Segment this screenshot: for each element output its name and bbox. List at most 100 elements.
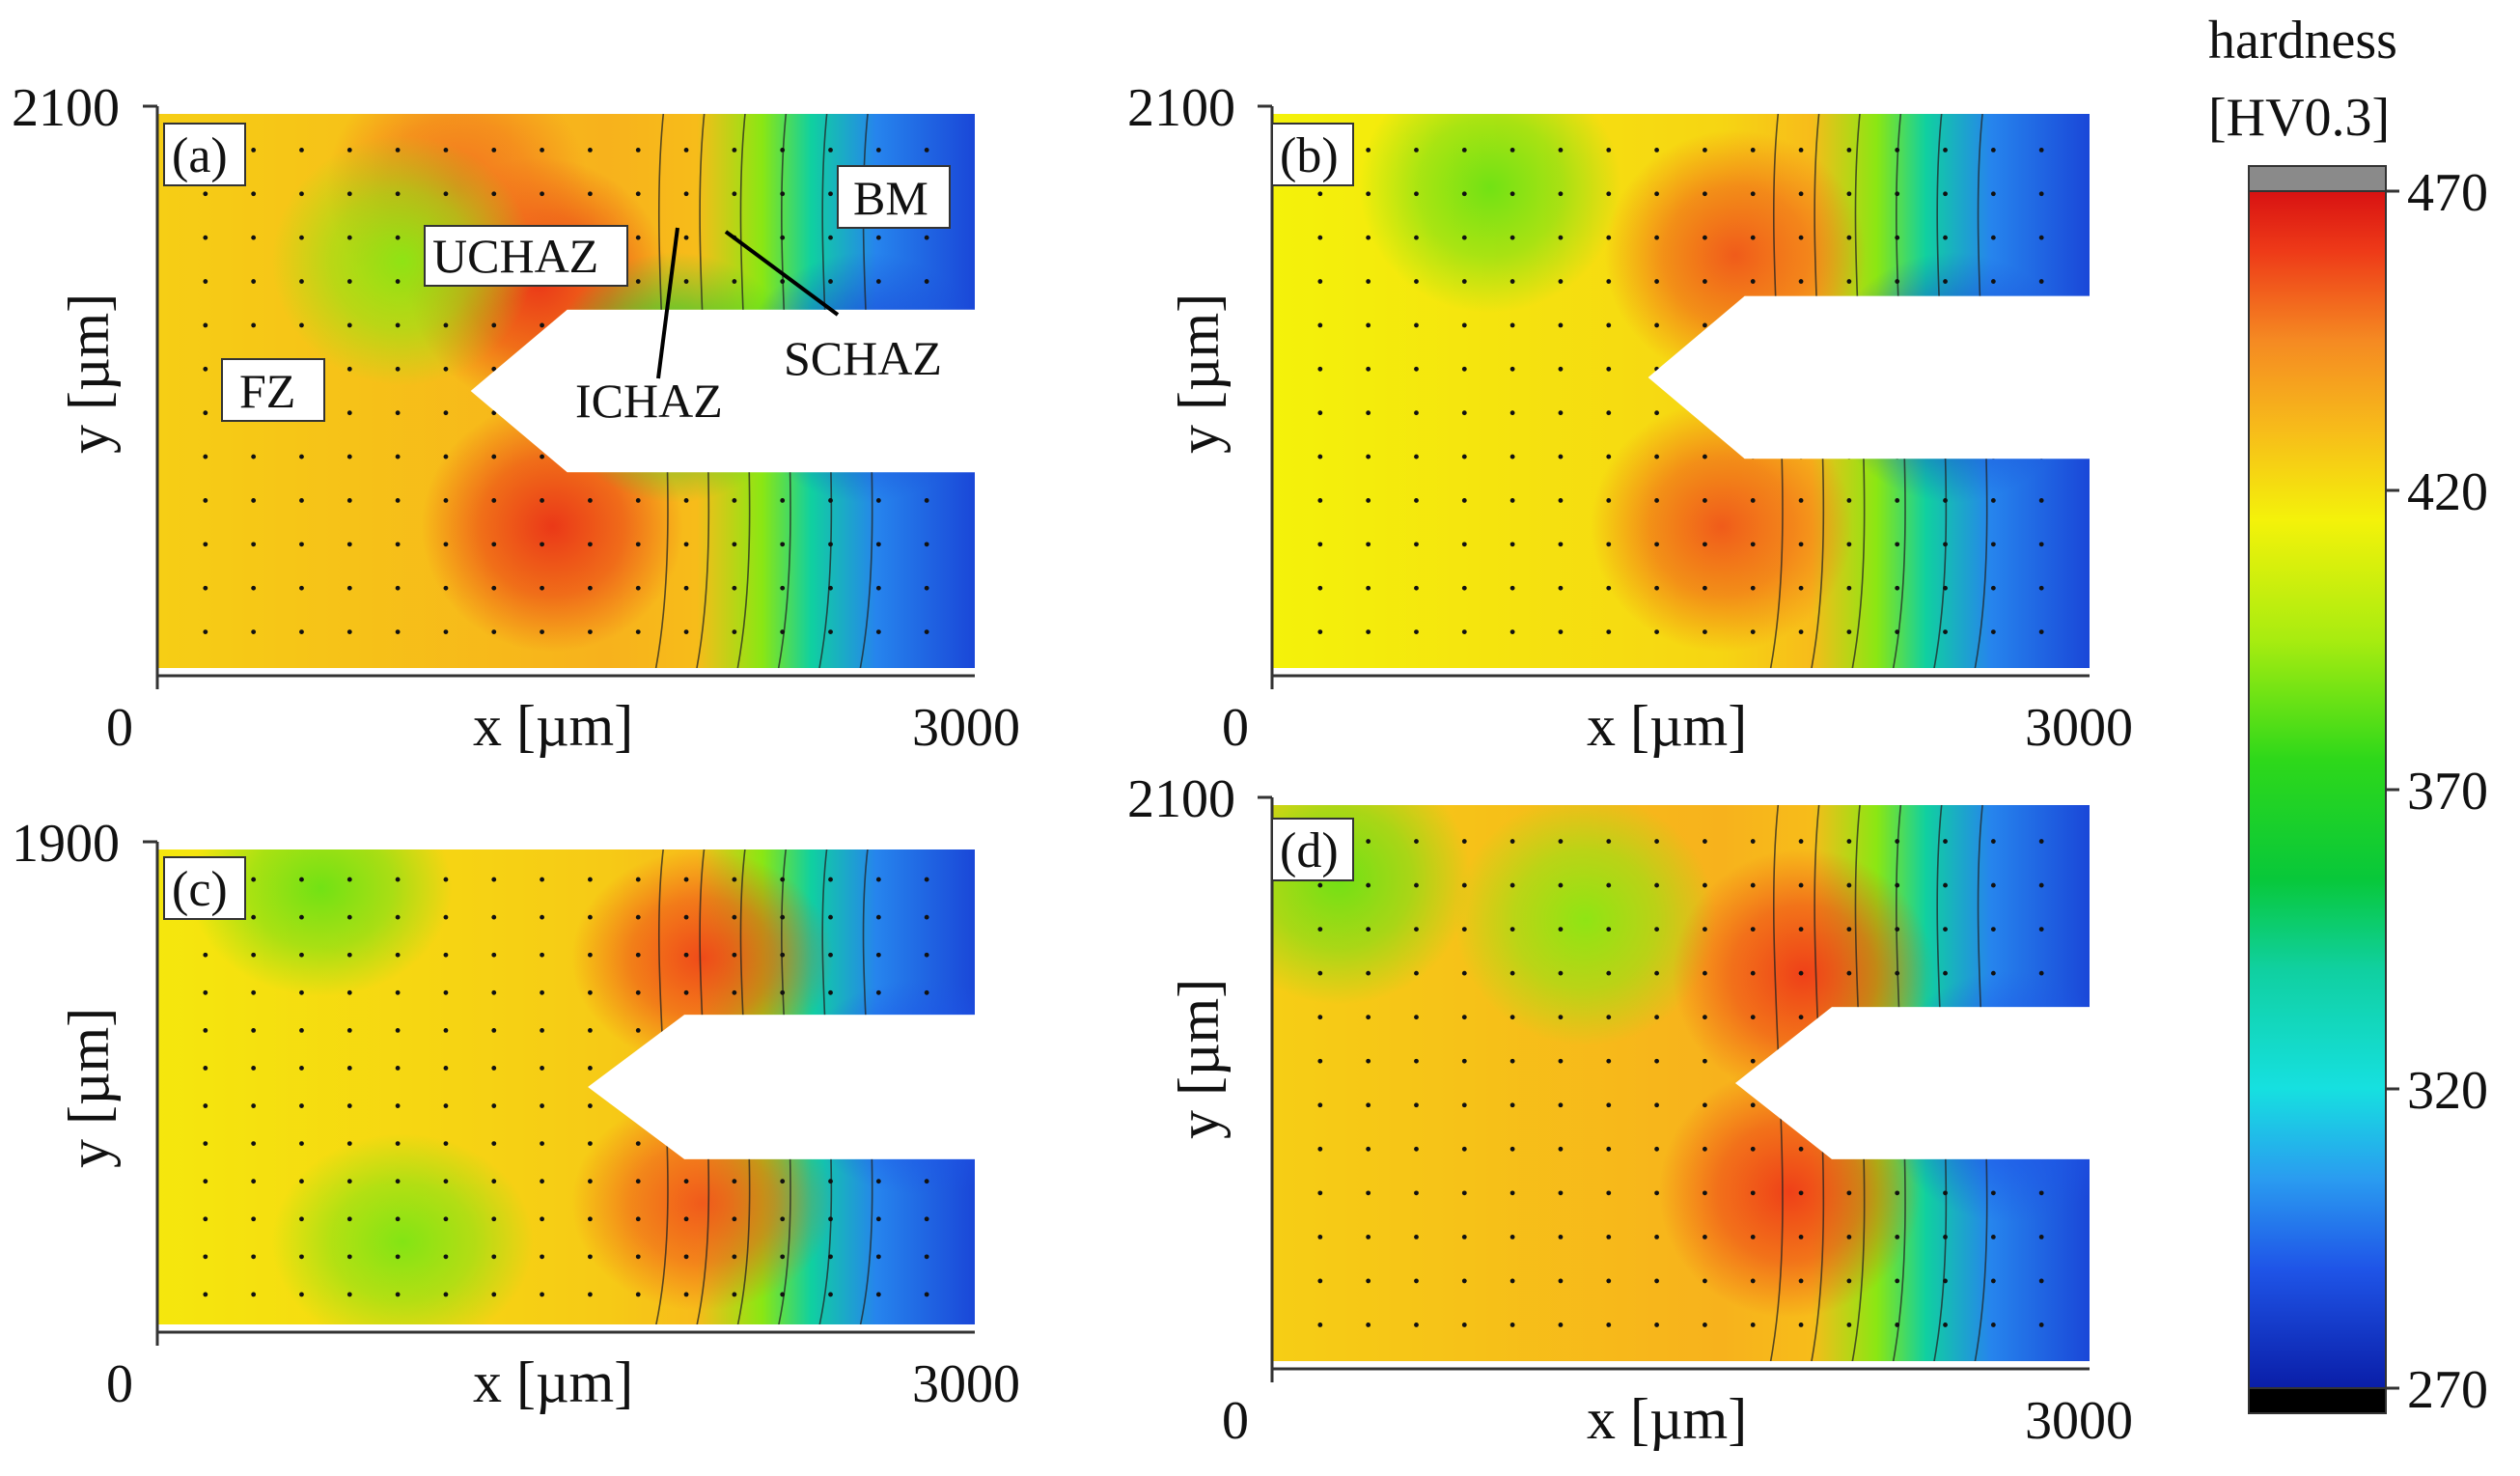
measurement-point bbox=[924, 147, 929, 153]
measurement-point bbox=[203, 322, 208, 328]
measurement-point bbox=[1558, 1190, 1564, 1196]
measurement-point bbox=[346, 952, 352, 958]
measurement-point bbox=[1366, 1190, 1371, 1196]
hardness-feature bbox=[789, 979, 975, 1195]
measurement-point bbox=[443, 542, 449, 547]
measurement-point bbox=[443, 1141, 449, 1147]
x-tick-max-b: 3000 bbox=[2025, 698, 2133, 758]
measurement-point bbox=[875, 1103, 881, 1108]
measurement-point bbox=[443, 454, 449, 460]
measurement-point bbox=[828, 322, 833, 328]
panel-label-box-d: (d) bbox=[1271, 818, 1354, 881]
contour-map-c bbox=[157, 849, 975, 1324]
measurement-point bbox=[1654, 1190, 1659, 1196]
measurement-point bbox=[1703, 147, 1707, 153]
hardness-feature bbox=[271, 135, 534, 386]
measurement-point bbox=[251, 1179, 257, 1184]
measurement-point bbox=[588, 1179, 593, 1184]
measurement-point bbox=[2038, 970, 2044, 976]
measurement-point bbox=[299, 498, 304, 503]
measurement-point bbox=[683, 989, 689, 995]
measurement-point bbox=[346, 1027, 352, 1033]
measurement-point bbox=[1798, 1190, 1804, 1196]
x-tick-min-c: 0 bbox=[106, 1354, 133, 1414]
measurement-point bbox=[1509, 1190, 1515, 1196]
measurement-point bbox=[1606, 147, 1612, 153]
measurement-point bbox=[1895, 882, 1900, 888]
measurement-point bbox=[780, 279, 786, 284]
measurement-point bbox=[491, 1292, 497, 1297]
measurement-point bbox=[828, 454, 833, 460]
measurement-point bbox=[1317, 585, 1323, 591]
measurement-point bbox=[540, 629, 544, 635]
measurement-point bbox=[1943, 629, 1948, 635]
measurement-point bbox=[588, 191, 593, 197]
measurement-point bbox=[1990, 498, 1996, 503]
measurement-point bbox=[780, 498, 786, 503]
measurement-point bbox=[2038, 454, 2044, 460]
measurement-point bbox=[1414, 839, 1419, 844]
zone-label-fz: FZ bbox=[221, 358, 325, 422]
measurement-point bbox=[780, 914, 786, 920]
measurement-point bbox=[924, 1066, 929, 1071]
measurement-point bbox=[635, 877, 641, 882]
measurement-point bbox=[1414, 498, 1419, 503]
measurement-point bbox=[540, 877, 544, 882]
panel-label-c: (c) bbox=[172, 862, 228, 917]
measurement-point bbox=[828, 1141, 833, 1147]
measurement-point bbox=[1750, 1102, 1756, 1108]
measurement-point bbox=[1509, 191, 1515, 197]
measurement-point bbox=[443, 1066, 449, 1071]
measurement-point bbox=[540, 410, 544, 416]
measurement-point bbox=[588, 1103, 593, 1108]
measurement-point bbox=[1558, 1323, 1564, 1327]
measurement-point bbox=[1509, 147, 1515, 153]
measurement-point bbox=[732, 498, 737, 503]
measurement-point bbox=[1895, 839, 1900, 844]
measurement-point bbox=[1654, 498, 1659, 503]
measurement-point bbox=[732, 1066, 737, 1071]
measurement-point bbox=[1414, 410, 1419, 416]
measurement-point bbox=[1558, 882, 1564, 888]
measurement-point bbox=[828, 952, 833, 958]
measurement-point bbox=[491, 1216, 497, 1222]
measurement-point bbox=[683, 322, 689, 328]
measurement-point bbox=[875, 1179, 881, 1184]
measurement-point bbox=[1846, 970, 1852, 976]
measurement-point bbox=[924, 454, 929, 460]
measurement-point bbox=[1606, 322, 1612, 328]
measurement-point bbox=[635, 1066, 641, 1071]
measurement-point bbox=[780, 585, 786, 591]
x-axis-label-c: x [µm] bbox=[473, 1351, 633, 1414]
y-tick-max-b: 2100 bbox=[1127, 78, 1235, 138]
hardness-feature bbox=[1604, 129, 1867, 381]
measurement-point bbox=[1654, 1323, 1659, 1327]
measurement-point bbox=[1703, 410, 1707, 416]
measurement-point bbox=[2038, 235, 2044, 240]
measurement-point bbox=[251, 989, 257, 995]
measurement-point bbox=[1558, 1058, 1564, 1064]
measurement-point bbox=[1414, 366, 1419, 372]
colorbar-tick-label: 270 bbox=[2407, 1360, 2488, 1420]
hardness-feature bbox=[571, 1095, 834, 1312]
measurement-point bbox=[1558, 1102, 1564, 1108]
measurement-point bbox=[251, 1103, 257, 1108]
measurement-point bbox=[1943, 970, 1948, 976]
x-axis-label-d: x [µm] bbox=[1587, 1387, 1747, 1451]
measurement-point bbox=[1703, 1234, 1707, 1239]
measurement-point bbox=[1606, 279, 1612, 284]
measurement-point bbox=[1606, 1190, 1612, 1196]
measurement-point bbox=[1943, 839, 1948, 844]
measurement-point bbox=[1606, 1146, 1612, 1152]
measurement-point bbox=[780, 1027, 786, 1033]
measurement-point bbox=[1846, 927, 1852, 933]
measurement-point bbox=[1703, 542, 1707, 547]
measurement-point bbox=[1366, 882, 1371, 888]
measurement-point bbox=[491, 1066, 497, 1071]
measurement-point bbox=[635, 914, 641, 920]
measurement-point bbox=[875, 410, 881, 416]
measurement-point bbox=[540, 1027, 544, 1033]
measurement-point bbox=[683, 585, 689, 591]
measurement-point bbox=[1317, 1015, 1323, 1020]
